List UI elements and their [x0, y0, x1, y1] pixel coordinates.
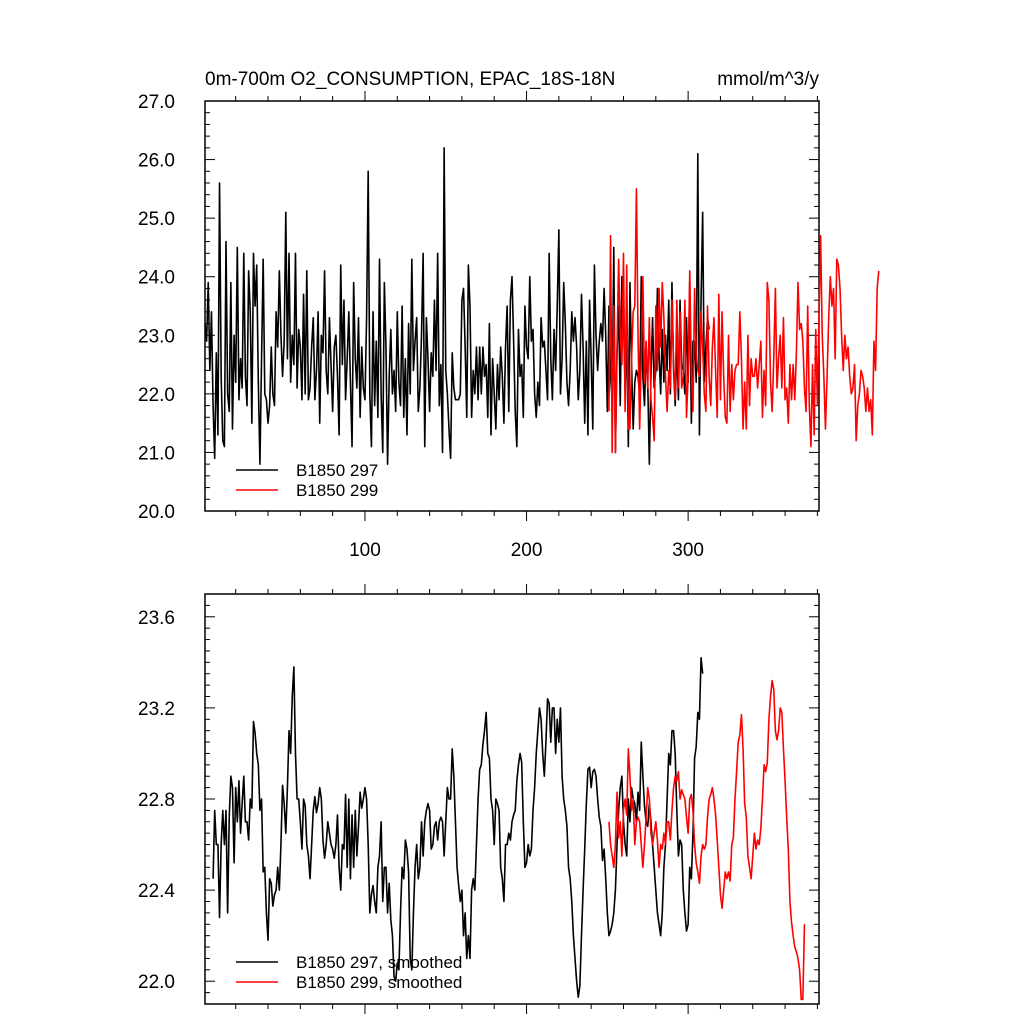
legend-label-299: B1850 299 [296, 481, 378, 500]
top-y-tick-label: 25.0 [138, 209, 175, 230]
top-y-tick-label: 27.0 [138, 92, 175, 113]
top-y-tick-label: 21.0 [138, 443, 175, 464]
bottom-series-line-297 [212, 656, 704, 998]
top-y-tick-label: 20.0 [138, 502, 175, 523]
top-series-line-297 [204, 147, 710, 465]
top-legend: B1850 297 B1850 299 [236, 461, 378, 500]
top-x-tick-label: 300 [672, 540, 704, 561]
bottom-axis-ticks: 22.0 22.4 22.8 23.2 23.6 [138, 584, 819, 1014]
top-panel: 0m-700m O2_CONSUMPTION, EPAC_18S-18N mmo… [138, 69, 880, 561]
top-x-tick-label: 100 [349, 540, 381, 561]
top-y-tick-label: 22.0 [138, 385, 175, 406]
top-series-layer [204, 147, 880, 465]
bottom-series-line-299 [608, 679, 806, 1001]
legend-label-297-smoothed: B1850 297, smoothed [296, 953, 462, 972]
top-y-tick-label: 26.0 [138, 151, 175, 172]
top-series-line-299 [608, 188, 880, 454]
top-axis-ticks: 20.0 21.0 22.0 23.0 24.0 25.0 26.0 27.0 100 200 30… [138, 91, 819, 561]
chart-title: 0m-700m O2_CONSUMPTION, EPAC_18S-18N [205, 69, 615, 90]
top-y-tick-label: 24.0 [138, 268, 175, 289]
bottom-y-tick-label: 22.0 [138, 972, 175, 993]
legend-label-299-smoothed: B1850 299, smoothed [296, 973, 462, 992]
bottom-y-tick-label: 22.8 [138, 790, 175, 811]
bottom-legend: B1850 297, smoothed B1850 299, smoothed [236, 953, 462, 992]
bottom-y-tick-label: 23.2 [138, 699, 175, 720]
bottom-y-tick-label: 23.6 [138, 608, 175, 629]
bottom-panel: 22.0 22.4 22.8 23.2 23.6 B1850 297, smoothed… [138, 584, 820, 1014]
bottom-series-layer [212, 656, 806, 1001]
bottom-y-tick-label: 22.4 [138, 881, 175, 902]
top-x-tick-label: 200 [511, 540, 543, 561]
top-y-tick-label: 23.0 [138, 326, 175, 347]
units-label: mmol/m^3/y [717, 69, 819, 90]
legend-label-297: B1850 297 [296, 461, 378, 480]
